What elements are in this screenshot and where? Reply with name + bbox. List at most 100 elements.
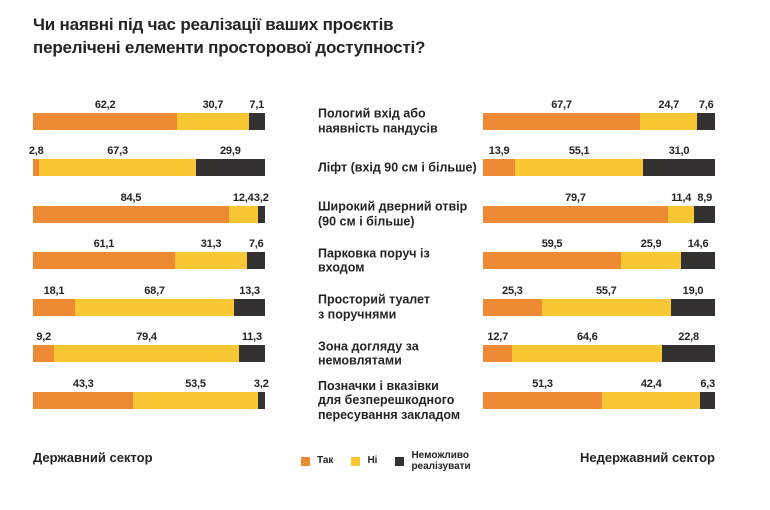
category-cell: Позначки і вказівки для безперешкодного … bbox=[265, 365, 483, 421]
category-cell: Пологий вхід або наявність пандусів bbox=[265, 86, 483, 136]
bar-row: 62,2 30,7 7,1 bbox=[33, 86, 265, 133]
value-label: 79,7 bbox=[565, 191, 586, 204]
bar-segment-yes bbox=[483, 205, 668, 223]
bar-segment-no bbox=[228, 205, 258, 223]
value-label: 11,4 bbox=[671, 191, 692, 204]
bar-row: 67,7 24,7 7,6 bbox=[483, 86, 715, 133]
bar-segment-impossible bbox=[195, 159, 265, 176]
stacked-bar bbox=[33, 298, 265, 316]
category-cell: Широкий дверний отвір (90 см і більше) bbox=[265, 179, 483, 229]
bar-segment-yes bbox=[33, 205, 229, 223]
bar-row: 2,8 67,3 29,9 bbox=[29, 133, 265, 180]
category-cell: Просторий туалет з поручнями bbox=[265, 272, 483, 322]
value-label: 3,2 bbox=[253, 191, 269, 204]
sector-label-right: Недержавний сектор bbox=[580, 450, 715, 465]
bar-segment-impossible bbox=[248, 112, 265, 130]
value-label: 7,1 bbox=[249, 98, 265, 111]
bar-row: 9,2 79,4 11,3 bbox=[33, 319, 265, 366]
legend-swatch-no bbox=[351, 456, 361, 466]
bar-row: 79,7 11,4 8,9 bbox=[483, 179, 715, 226]
bar-segment-no bbox=[602, 391, 701, 409]
value-label: 61,1 bbox=[93, 238, 115, 250]
bar-segment-impossible bbox=[670, 298, 715, 316]
value-label: 6,3 bbox=[700, 377, 716, 390]
legend-item-impossible: Неможливо реалізувати bbox=[395, 450, 475, 473]
bar-segment-no bbox=[515, 159, 644, 176]
chart-title-line-1: Чи наявні під час реалізації ваших проєк… bbox=[33, 15, 394, 34]
bar-row: 43,3 53,5 3,2 bbox=[33, 365, 269, 412]
stacked-bar bbox=[483, 298, 715, 316]
bar-row: 59,5 25,9 14,6 bbox=[483, 226, 715, 273]
chart-title-line-2: перелічені елементи просторової доступно… bbox=[33, 38, 426, 57]
legend-label-impossible: Неможливо реалізувати bbox=[411, 449, 471, 473]
stacked-bar bbox=[483, 112, 715, 130]
legend-swatch-yes bbox=[301, 456, 310, 466]
value-label: 24,7 bbox=[658, 98, 680, 111]
category-label: Зона догляду за немовлятами bbox=[318, 339, 419, 368]
bar-segment-yes bbox=[33, 252, 175, 269]
value-label: 53,5 bbox=[185, 377, 206, 390]
bar-segment-yes bbox=[33, 345, 55, 362]
value-label: 9,2 bbox=[36, 331, 52, 343]
value-label: 79,4 bbox=[136, 331, 157, 343]
bar-segment-impossible bbox=[247, 252, 265, 269]
stacked-bar bbox=[33, 112, 265, 130]
bar-row: 18,1 68,7 13,3 bbox=[33, 272, 265, 319]
bar-segment-impossible bbox=[234, 298, 265, 316]
value-label: 22,8 bbox=[678, 331, 699, 343]
value-label: 13,3 bbox=[239, 284, 260, 297]
chart-title: Чи наявні під час реалізації ваших проєк… bbox=[33, 13, 425, 59]
value-label: 25,9 bbox=[640, 238, 662, 250]
bar-row: 25,3 55,7 19,0 bbox=[483, 272, 715, 319]
bar-segment-yes bbox=[483, 391, 603, 409]
bar-segment-yes bbox=[483, 159, 516, 176]
bar-segment-no bbox=[640, 112, 698, 130]
bar-segment-impossible bbox=[694, 205, 715, 223]
bar-segment-yes bbox=[483, 298, 542, 316]
bar-segment-impossible bbox=[662, 345, 715, 362]
bar-segment-no bbox=[39, 159, 196, 176]
bar-segment-no bbox=[177, 112, 249, 130]
value-label: 31,0 bbox=[668, 145, 690, 157]
value-label: 68,7 bbox=[144, 284, 165, 297]
category-label: Ліфт (вхід 90 см і більше) bbox=[318, 160, 477, 175]
stacked-bar bbox=[483, 252, 715, 269]
legend-label-no: Ні bbox=[367, 455, 378, 467]
value-label: 7,6 bbox=[698, 98, 714, 111]
stacked-bar bbox=[483, 159, 715, 176]
bar-segment-no bbox=[667, 205, 695, 223]
category-label: Пологий вхід або наявність пандусів bbox=[318, 106, 438, 136]
value-label: 19,0 bbox=[682, 284, 704, 297]
legend-label-yes: Так bbox=[317, 455, 334, 467]
legend-swatch-impossible bbox=[395, 456, 405, 466]
value-label: 67,7 bbox=[551, 98, 572, 111]
value-label: 14,6 bbox=[687, 238, 709, 250]
bar-row: 51,3 42,4 6,3 bbox=[483, 365, 715, 412]
value-label: 59,5 bbox=[541, 238, 563, 250]
value-label: 43,3 bbox=[72, 377, 94, 390]
value-label: 84,5 bbox=[120, 191, 142, 204]
value-label: 13,9 bbox=[488, 145, 510, 157]
value-label: 12,7 bbox=[487, 331, 509, 343]
value-label: 7,6 bbox=[248, 238, 264, 250]
stacked-bar bbox=[483, 345, 715, 362]
value-label: 11,3 bbox=[241, 331, 262, 343]
bar-row: 13,9 55,1 31,0 bbox=[483, 133, 715, 180]
bar-segment-yes bbox=[33, 159, 40, 176]
bar-segment-yes bbox=[33, 298, 75, 316]
stacked-bar bbox=[33, 205, 265, 223]
category-label: Просторий туалет з поручнями bbox=[318, 292, 430, 322]
value-label: 51,3 bbox=[532, 377, 553, 390]
value-label: 29,9 bbox=[220, 145, 241, 157]
stacked-bar bbox=[33, 252, 265, 269]
bar-segment-yes bbox=[33, 112, 178, 130]
bar-segment-yes bbox=[483, 252, 622, 269]
bar-segment-no bbox=[174, 252, 248, 269]
bar-row: 61,1 31,3 7,6 bbox=[33, 226, 265, 273]
value-label: 30,7 bbox=[202, 98, 224, 111]
stacked-bar bbox=[483, 205, 715, 223]
bar-segment-yes bbox=[33, 391, 134, 409]
category-cell: Зона догляду за немовлятами bbox=[265, 319, 483, 368]
value-label: 25,3 bbox=[502, 284, 523, 297]
bar-segment-no bbox=[512, 345, 663, 362]
